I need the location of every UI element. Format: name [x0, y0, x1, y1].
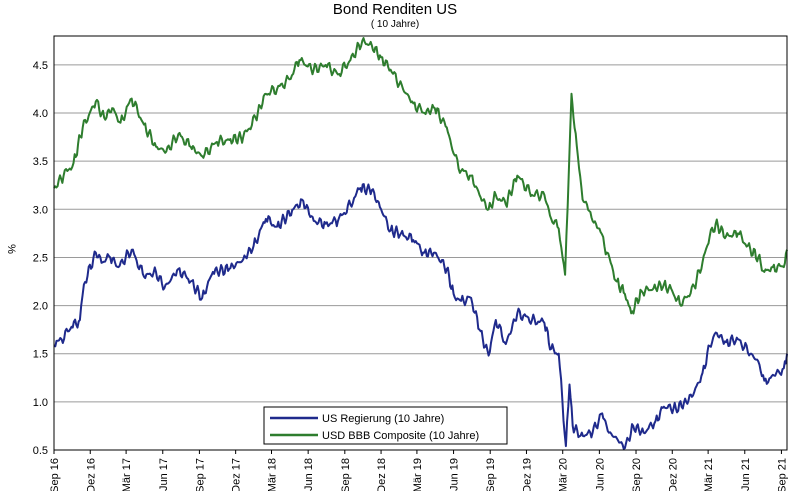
x-tick-label: Dez 17 [231, 458, 243, 491]
x-tick-label: Sep 21 [776, 458, 788, 491]
x-tick-label: Jun 19 [449, 458, 461, 491]
y-tick-label: 1.5 [33, 349, 48, 361]
y-tick-label: 2.0 [33, 301, 48, 313]
x-tick-label: Dez 19 [521, 458, 533, 491]
y-tick-label: 4.0 [33, 108, 48, 120]
plot-area-frame [53, 35, 788, 451]
x-tick-label: Jun 21 [740, 458, 752, 491]
x-axis-ticks: Sep 16 Dez 16 Mär 17 Jun 17 Sep 17 Dez 17 Mär … [49, 450, 788, 491]
y-axis-label: % [5, 244, 17, 254]
y-axis-ticks: 0.5 1.0 1.5 2.0 2.5 3.0 3.5 4.0 4.5 [33, 60, 48, 457]
legend-label-us-regierung: US Regierung (10 Jahre) [322, 413, 444, 425]
gridlines [54, 64, 787, 451]
y-tick-label: 2.5 [33, 252, 48, 264]
x-tick-label: Dez 20 [667, 458, 679, 491]
x-tick-label: Jun 20 [594, 458, 606, 491]
y-tick-label: 3.0 [33, 204, 48, 216]
legend-label-usd-bbb: USD BBB Composite (10 Jahre) [322, 430, 479, 442]
series-line-usd-bbb-composite [53, 37, 788, 315]
y-tick-label: 1.0 [33, 397, 48, 409]
x-tick-label: Mär 18 [267, 458, 279, 491]
chart-subtitle: ( 10 Jahre) [371, 19, 419, 30]
y-tick-label: 0.5 [33, 445, 48, 457]
series-line-us-regierung [53, 183, 788, 450]
y-tick-label: 3.5 [33, 156, 48, 168]
series-lines [53, 37, 788, 450]
x-tick-label: Sep 20 [631, 458, 643, 491]
x-tick-label: Dez 18 [376, 458, 388, 491]
x-tick-label: Mär 20 [558, 458, 570, 491]
x-tick-label: Sep 17 [194, 458, 206, 491]
x-tick-label: Mär 21 [703, 458, 715, 491]
legend: US Regierung (10 Jahre) USD BBB Composit… [263, 406, 508, 445]
x-tick-label: Mär 19 [412, 458, 424, 491]
x-tick-label: Jun 18 [303, 458, 315, 491]
legend-box [263, 406, 508, 445]
chart-title: Bond Renditen US [333, 1, 457, 18]
y-tick-label: 4.5 [33, 60, 48, 72]
x-tick-label: Sep 18 [340, 458, 352, 491]
x-tick-label: Jun 17 [158, 458, 170, 491]
x-tick-label: Sep 16 [49, 458, 61, 491]
x-tick-label: Dez 16 [85, 458, 97, 491]
x-tick-label: Mär 17 [121, 458, 133, 491]
x-tick-label: Sep 19 [485, 458, 497, 491]
